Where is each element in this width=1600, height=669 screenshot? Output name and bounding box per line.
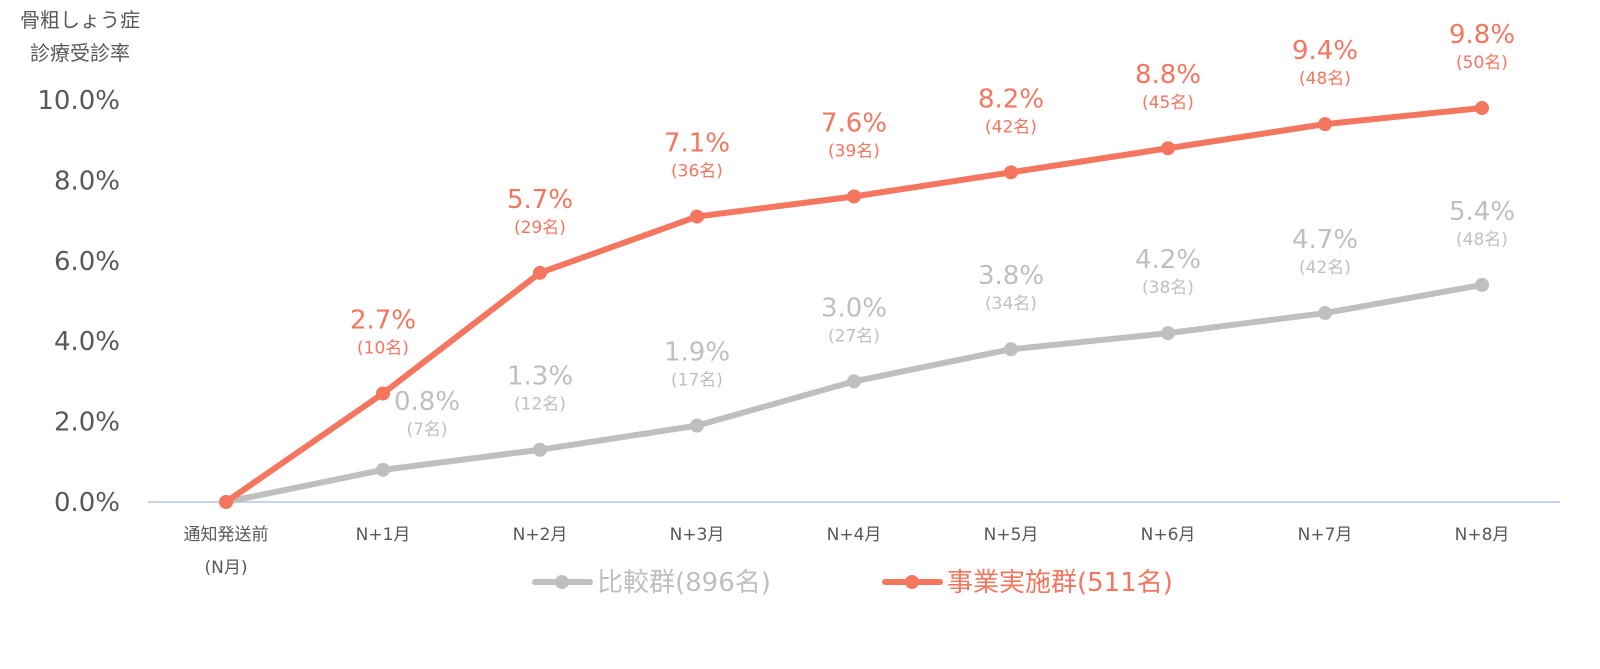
y-tick-label: 4.0% [54, 327, 120, 357]
y-tick-label: 6.0% [54, 247, 120, 277]
x-tick-label: N+4月 [827, 525, 882, 545]
data-label-count: (36名) [671, 162, 723, 182]
data-point [690, 209, 704, 224]
x-axis-ticks: 通知発送前 (N月) N+1月 N+2月 N+3月 N+4月 N+5月 N+6月 N+7月 N+8… [184, 525, 1510, 578]
legend-label: 比較群(896名) [597, 568, 771, 598]
data-point [1475, 277, 1489, 292]
legend-swatch-marker [555, 575, 569, 589]
x-tick-label: (N月) [205, 558, 248, 578]
data-label-percent: 0.8% [394, 387, 460, 417]
data-label-percent: 4.7% [1292, 225, 1358, 255]
data-label-count: (48名) [1299, 69, 1351, 89]
data-label-count: (48名) [1456, 230, 1508, 250]
data-point [847, 374, 861, 389]
data-point [1318, 306, 1332, 321]
data-label-percent: 9.4% [1292, 36, 1358, 66]
data-label-percent: 5.4% [1449, 197, 1515, 227]
data-point [533, 442, 547, 457]
data-point [1004, 165, 1018, 180]
x-tick-label: N+6月 [1141, 525, 1196, 545]
y-tick-label: 0.0% [54, 488, 120, 518]
data-label-count: (7名) [406, 420, 447, 440]
x-tick-label: N+3月 [670, 525, 725, 545]
data-point [1161, 141, 1175, 156]
data-label-count: (17名) [671, 371, 723, 391]
data-point [1004, 342, 1018, 357]
data-point [690, 418, 704, 433]
data-point [376, 386, 390, 401]
data-point [533, 265, 547, 280]
legend: 比較群(896名) 事業実施群(511名) [532, 568, 1173, 598]
series-1 [219, 277, 1489, 509]
y-tick-label: 2.0% [54, 408, 120, 438]
data-labels-layer: 0.8% (7名) 1.3% (12名) 1.9% (17名) 3.0% (27名) 3.8% (… [350, 20, 1515, 440]
legend-item: 比較群(896名) [532, 568, 771, 598]
data-label-count: (39名) [828, 141, 880, 161]
y-tick-label: 8.0% [54, 166, 120, 196]
series-2 [219, 101, 1489, 509]
data-label-percent: 2.7% [350, 305, 416, 335]
x-tick-label: N+8月 [1455, 525, 1510, 545]
y-axis-title-line: 診療受診率 [30, 41, 130, 65]
data-label-percent: 7.6% [821, 108, 887, 138]
data-label-count: (42名) [985, 117, 1037, 137]
series-layer [219, 101, 1489, 509]
data-point [1475, 101, 1489, 116]
data-label-count: (29名) [514, 218, 566, 238]
data-label-count: (34名) [985, 294, 1037, 314]
data-label-count: (10名) [357, 338, 409, 358]
data-point [219, 495, 233, 509]
legend-item: 事業実施群(511名) [882, 568, 1173, 598]
data-point [1318, 117, 1332, 132]
data-label-percent: 9.8% [1449, 20, 1515, 50]
data-label-percent: 1.9% [664, 338, 730, 368]
data-label-count: (45名) [1142, 93, 1194, 113]
data-label-percent: 3.8% [978, 261, 1044, 291]
x-tick-label: N+1月 [356, 525, 411, 545]
data-label-count: (27名) [828, 326, 880, 346]
data-label-percent: 5.7% [507, 185, 573, 215]
legend-label: 事業実施群(511名) [947, 568, 1173, 598]
data-point [847, 189, 861, 204]
data-label-percent: 3.0% [821, 293, 887, 323]
data-point [376, 462, 390, 477]
x-tick-label: N+7月 [1298, 525, 1353, 545]
x-tick-label: N+5月 [984, 525, 1039, 545]
y-tick-label: 10.0% [37, 86, 120, 116]
data-label-count: (42名) [1299, 258, 1351, 278]
y-axis-ticks: 0.0% 2.0% 4.0% 6.0% 8.0% 10.0% [37, 86, 120, 518]
x-tick-label: 通知発送前 [184, 525, 269, 545]
data-label-count: (12名) [514, 395, 566, 415]
x-tick-label: N+2月 [513, 525, 568, 545]
data-label-percent: 8.8% [1135, 60, 1201, 90]
data-label-percent: 1.3% [507, 362, 573, 392]
data-label-percent: 4.2% [1135, 245, 1201, 275]
data-label-percent: 7.1% [664, 129, 730, 159]
data-label-count: (50名) [1456, 53, 1508, 73]
legend-swatch-marker [905, 575, 919, 589]
data-point [1161, 326, 1175, 341]
data-label-count: (38名) [1142, 278, 1194, 298]
y-axis-title-line: 骨粗しょう症 [20, 8, 140, 32]
data-label-percent: 8.2% [978, 84, 1044, 114]
